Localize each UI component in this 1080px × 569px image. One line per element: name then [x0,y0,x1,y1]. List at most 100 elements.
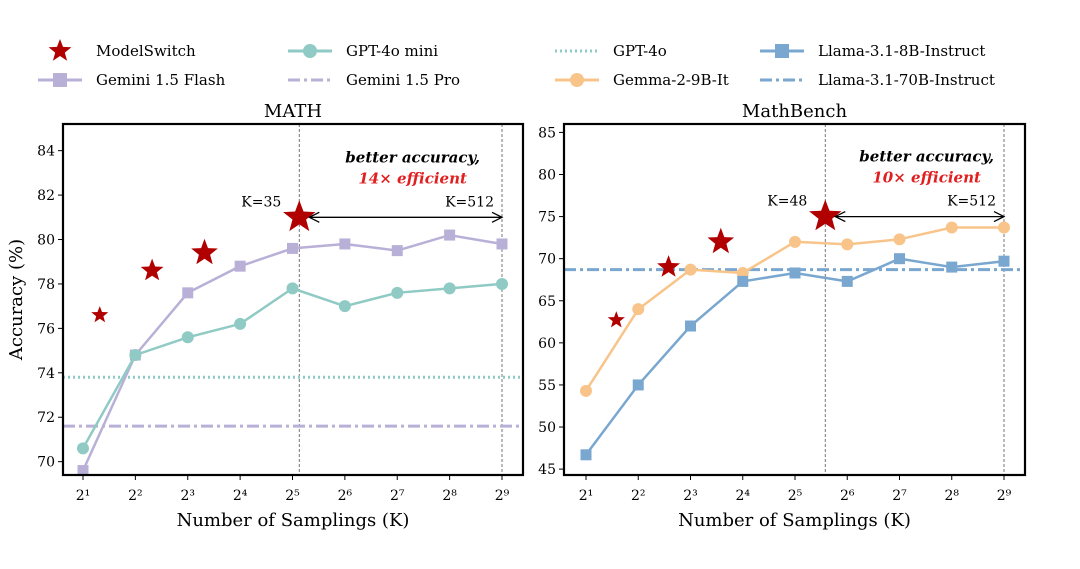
data-point [287,242,298,254]
data-point [894,253,905,265]
data-point [632,303,645,316]
data-point [391,245,403,257]
x-tick-label: 2⁷ [892,488,907,504]
data-point [283,200,316,232]
data-point [191,238,218,265]
annotation: K=48 K=512 better accuracy, 10× efficient [767,148,1006,223]
y-tick-label: 76 [37,321,55,337]
data-point [684,263,697,276]
legend-label: ModelSwitch [96,42,196,60]
annotation-line2: 10× efficient [872,169,981,187]
data-point [809,199,842,231]
data-point [391,286,404,299]
legend-item-modelswitch: ModelSwitch [48,39,196,61]
data-point [946,261,958,273]
y-tick-label: 45 [538,462,556,478]
data-point [580,384,592,397]
x-axis-label: Number of Samplings (K) [678,510,911,531]
legend-label: Llama-3.1-70B-Instruct [818,71,995,89]
data-point [998,255,1010,267]
arrow-head-left [307,211,320,223]
y-tick-label: 75 [538,210,556,226]
data-point [893,233,906,246]
data-point [789,267,801,279]
data-point [841,238,854,251]
data-point [91,306,109,323]
data-point [945,221,958,234]
x-tick-label: 2⁵ [285,488,300,504]
arrow-head-right [993,211,1006,223]
data-point [181,331,194,344]
legend-item-llama-3-1-70b-instruct: Llama-3.1-70B-Instruct [760,71,995,89]
series-line [584,257,1005,456]
arrow-head-left [833,211,846,223]
legend-item-gemini-1-5-flash: Gemini 1.5 Flash [38,71,226,89]
x-tick-label: 2² [128,488,143,504]
x-tick-label: 2³ [180,488,195,504]
data-point [443,282,456,295]
legend: ModelSwitch GPT-4o mini GPT-4o Llama-3.1-8B… [38,39,995,89]
legend-marker [775,44,789,58]
series-gpt-4o-mini [77,277,508,455]
legend-label: Gemma-2-9B-It [613,71,729,89]
legend-label: GPT-4o mini [346,42,438,60]
y-tick-label: 70 [37,455,55,471]
x-tick-label: 2⁹ [997,488,1012,504]
plot-area [564,124,1025,475]
legend-marker [303,44,317,58]
legend-label: GPT-4o [613,42,667,60]
data-point [140,258,164,281]
annotation-left-label: K=35 [241,194,281,210]
y-tick-label: 65 [538,294,556,310]
data-point [444,229,456,241]
annotation: K=35 K=512 better accuracy, 14× efficient [241,148,504,223]
y-tick-label: 55 [538,378,556,394]
data-point [737,275,749,287]
y-axis-label: Accuracy (%) [6,239,27,361]
x-tick-label: 2⁴ [735,488,750,504]
data-point [182,287,194,299]
series-gemma-2-9b-it [580,221,1010,397]
math-panel: MATH 70 72 74 76 78 80 82 84 2¹ 2² 2³ 2⁴ 2⁵ 2⁶ 2⁷ 2⁸ 2⁹ Nu… [6,101,525,531]
data-point [496,277,508,290]
plot-area [63,124,523,475]
data-point [789,235,801,248]
data-point [77,442,89,455]
legend-label: Gemini 1.5 Flash [96,71,226,89]
series-modelswitch [91,200,316,323]
x-tick-label: 2⁷ [390,488,405,504]
y-tick-label: 85 [538,125,556,141]
data-point [580,449,592,461]
mathbench-panel: MathBench 45 50 55 60 65 70 75 80 85 2¹ 2² 2³ 2⁴ 2⁵ 2⁶ 2… [538,101,1027,531]
data-point [607,311,625,328]
series-modelswitch [607,199,842,328]
data-point [496,238,508,250]
axes-frame [562,122,1027,477]
legend-item-llama-3-1-8b-instruct: Llama-3.1-8B-Instruct [760,42,985,60]
y-tick-label: 84 [37,144,55,160]
x-tick-label: 2³ [683,488,698,504]
legend-label: Gemini 1.5 Pro [346,71,460,89]
data-point [841,275,853,287]
y-tick-label: 82 [37,188,55,204]
annotation-right-label: K=512 [445,194,494,210]
legend-item-gpt-4o-mini: GPT-4o mini [288,42,438,60]
series-line [584,226,1004,392]
legend-item-gpt-4o: GPT-4o [555,42,667,60]
y-tick-label: 80 [538,168,556,184]
axes-frame [61,122,525,477]
data-point [338,300,351,313]
data-point [707,227,735,254]
annotation-line2: 14× efficient [358,169,467,187]
x-tick-label: 2⁸ [944,488,959,504]
x-tick-label: 2² [631,488,646,504]
x-tick-label: 2⁸ [442,488,457,504]
y-tick-label: 60 [538,336,556,352]
data-point [339,238,351,250]
annotation-line1: better accuracy, [859,148,994,166]
x-tick-label: 2⁹ [495,488,510,504]
x-tick-label: 2⁴ [233,488,248,504]
data-point [77,465,89,475]
data-point [657,255,680,277]
x-tick-label: 2⁶ [338,488,353,504]
